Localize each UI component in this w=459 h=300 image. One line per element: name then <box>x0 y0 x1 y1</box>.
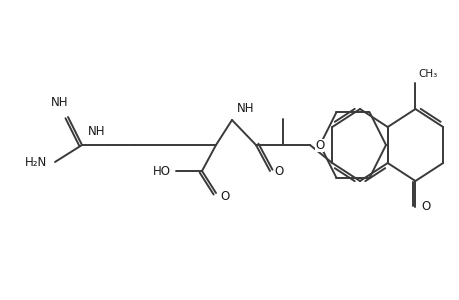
Text: NH: NH <box>51 96 68 109</box>
Text: CH₃: CH₃ <box>418 69 437 79</box>
Text: O: O <box>274 164 283 178</box>
Text: NH: NH <box>88 125 106 138</box>
Text: NH: NH <box>236 102 254 115</box>
Text: O: O <box>314 139 324 152</box>
Text: O: O <box>420 200 430 214</box>
Text: H₂N: H₂N <box>25 155 47 169</box>
Text: O: O <box>219 190 229 202</box>
Text: HO: HO <box>153 164 171 178</box>
